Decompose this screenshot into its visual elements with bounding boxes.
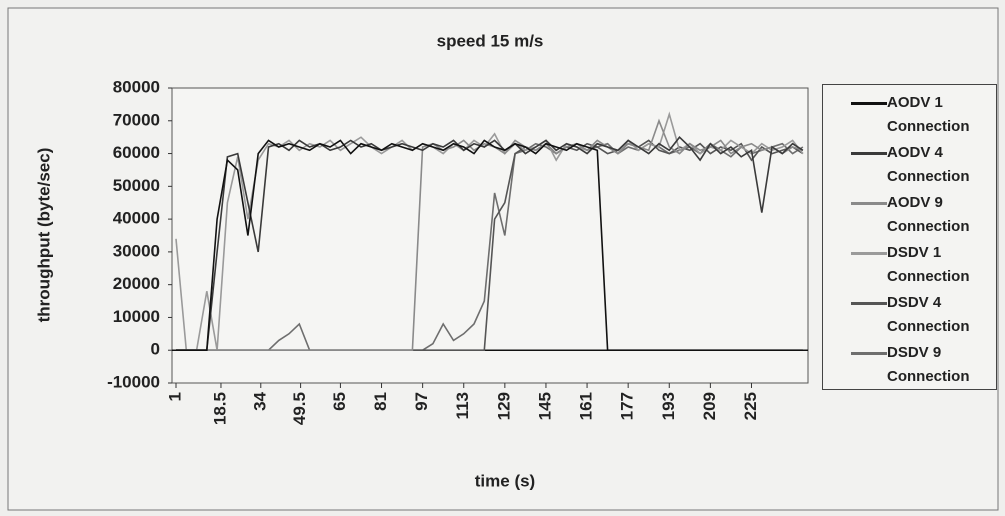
x-tick-label: 65 [330,392,349,411]
legend-swatch [851,352,887,355]
y-tick-label: 40000 [113,209,160,228]
legend-label: AODV 9 Connection [887,194,970,235]
x-tick-label: 225 [741,392,760,420]
legend-swatch [851,302,887,305]
legend-swatch [851,152,887,155]
y-tick-label: 20000 [113,274,160,293]
y-tick-label: 60000 [113,143,160,162]
x-tick-label: 34 [250,391,269,410]
x-axis-title: time (s) [475,471,535,490]
chart-title: speed 15 m/s [437,31,544,50]
x-tick-label: 177 [618,392,637,420]
y-tick-label: 10000 [113,307,160,326]
legend-label: DSDV 9 Connection [887,344,970,385]
x-tick-label: 209 [700,392,719,420]
legend-item: AODV 4 Connection [823,141,998,191]
legend-item: DSDV 1 Connection [823,241,998,291]
x-tick-label: 18.5 [210,392,229,425]
x-tick-label: 1 [165,392,184,401]
y-tick-label: -10000 [107,372,160,391]
x-tick-label: 193 [659,392,678,420]
y-tick-label: 70000 [113,110,160,129]
legend-swatch [851,252,887,255]
legend-item: DSDV 4 Connection [823,291,998,341]
y-axis-title: throughput (byte/sec) [34,148,53,323]
series-line [176,118,804,351]
y-tick-label: 50000 [113,176,160,195]
x-tick-label: 145 [535,392,554,420]
legend-item: AODV 9 Connection [823,191,998,241]
x-tick-label: 49.5 [290,392,309,425]
x-tick-label: 129 [494,392,513,420]
legend-swatch [851,102,887,105]
legend-item: AODV 1 Connection [823,91,998,141]
x-tick-label: 161 [577,392,596,420]
y-tick-label: 0 [151,340,160,359]
x-tick-label: 81 [371,392,390,411]
legend-label: AODV 4 Connection [887,144,970,185]
y-tick-label: 30000 [113,241,160,260]
legend-label: AODV 1 Connection [887,94,970,135]
y-tick-label: 80000 [113,77,160,96]
legend-item: DSDV 9 Connection [823,341,998,391]
legend-label: DSDV 4 Connection [887,294,970,335]
x-tick-label: 97 [412,392,431,411]
series-line [176,139,803,351]
legend-swatch [851,202,887,205]
x-tick-label: 113 [453,392,472,419]
legend-label: DSDV 1 Connection [887,244,970,285]
legend: AODV 1 Connection AODV 4 Connection AODV 9… [822,84,997,390]
